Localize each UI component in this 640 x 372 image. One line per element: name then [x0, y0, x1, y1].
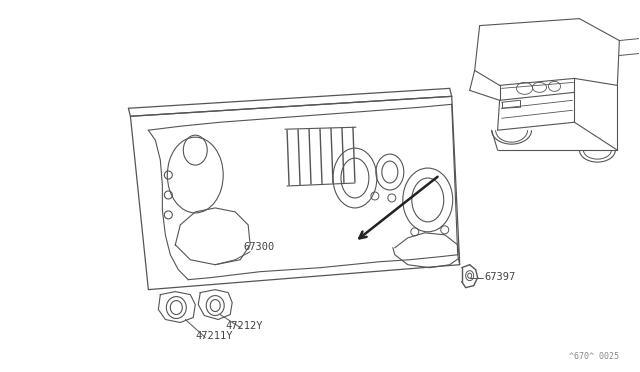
- Text: 67300: 67300: [243, 242, 275, 252]
- Text: 47211Y: 47211Y: [195, 331, 233, 341]
- Text: 67397: 67397: [484, 272, 516, 282]
- Text: ^670^ 0025: ^670^ 0025: [570, 352, 620, 361]
- Text: 47212Y: 47212Y: [225, 321, 262, 331]
